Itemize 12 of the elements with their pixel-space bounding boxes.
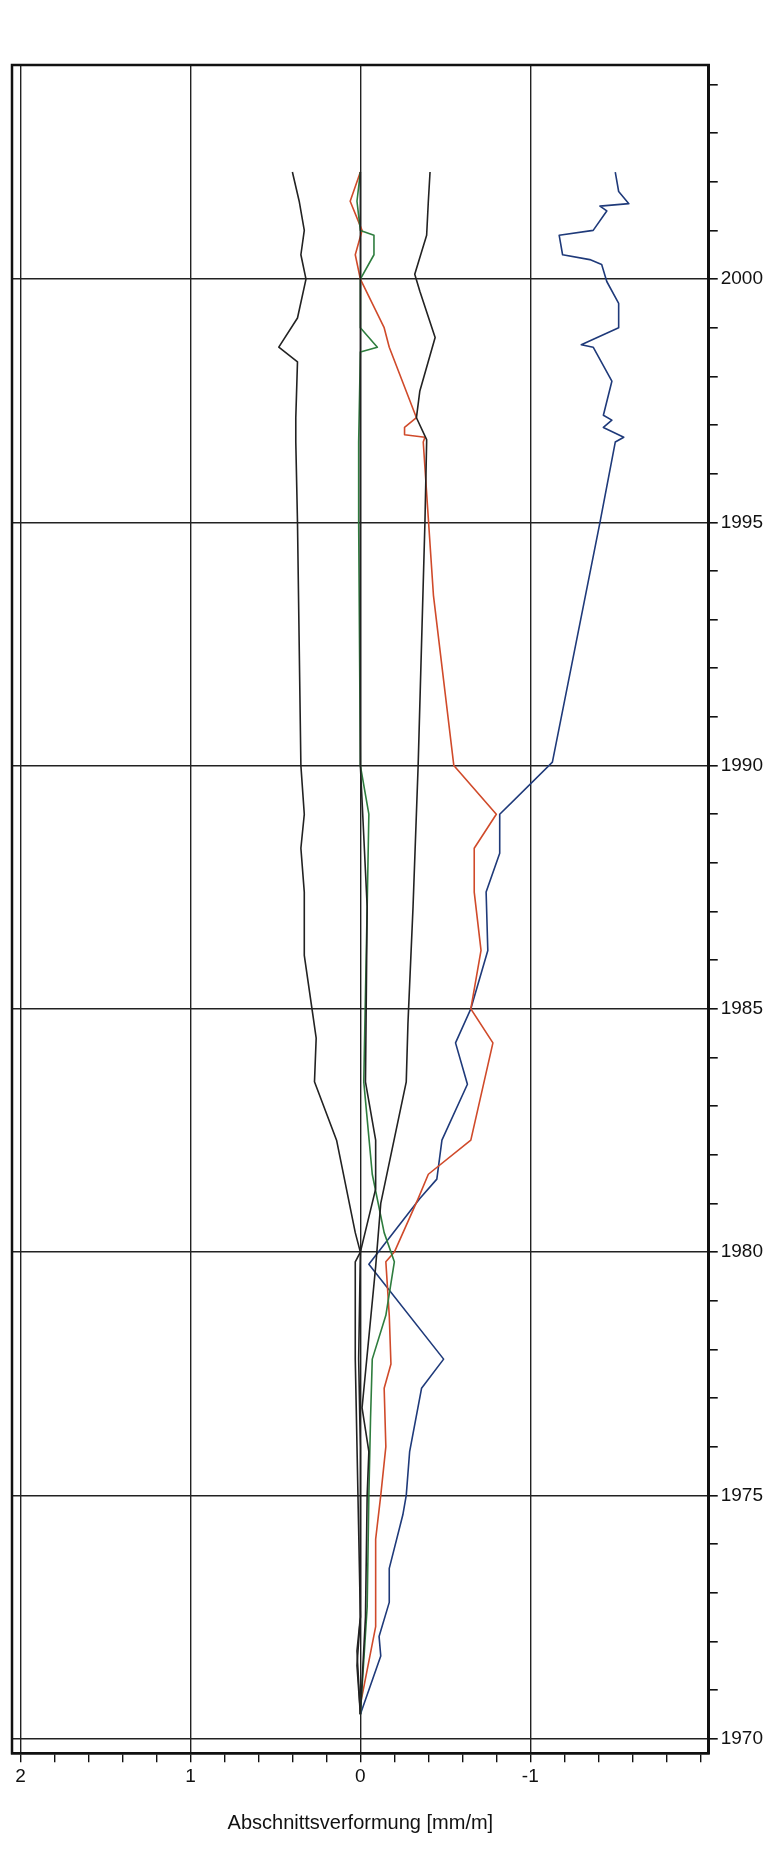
x-tick-label: 2	[15, 1764, 26, 1786]
x-tick-label: -1	[521, 1764, 539, 1786]
y-tick-label: 1985	[720, 997, 764, 1019]
y-tick-label: 1975	[720, 1483, 764, 1505]
x-axis-title: Abschnittsverformung [mm/m]	[227, 1810, 494, 1833]
y-tick-label: 1990	[720, 753, 764, 775]
x-tick-label: 1	[185, 1764, 196, 1786]
x-tick-label: 0	[355, 1764, 366, 1786]
y-tick-label: 1970	[720, 1726, 764, 1748]
y-tick-label: 1980	[720, 1240, 764, 1262]
y-tick-label: 1995	[720, 510, 764, 532]
y-tick-label: 2000	[720, 267, 764, 289]
